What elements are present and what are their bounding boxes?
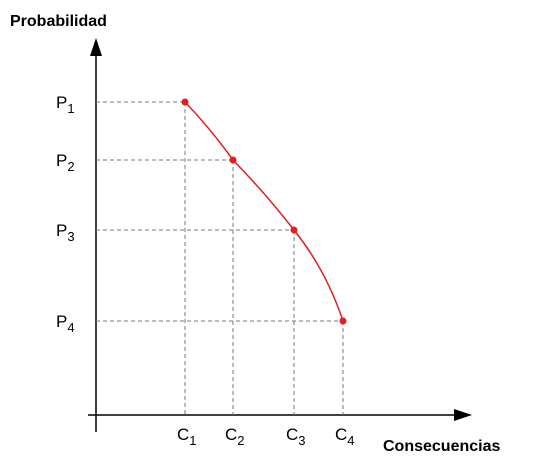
y-label: P3 (56, 221, 75, 244)
point (290, 226, 298, 234)
x-axis-label: Consecuencias (383, 438, 500, 455)
x-label: C1 (177, 425, 197, 448)
points (181, 98, 347, 325)
x-label: C2 (225, 425, 245, 448)
point (339, 317, 347, 325)
y-axis-label: Probabilidad (10, 13, 107, 30)
x-label: C3 (286, 425, 306, 448)
guides (96, 101, 344, 415)
point (229, 156, 237, 164)
x-label: C4 (335, 425, 355, 448)
x-arrow (454, 409, 472, 421)
y-label: P4 (56, 312, 75, 335)
y-label: P1 (56, 93, 75, 116)
curve (184, 101, 344, 322)
y-arrow (90, 38, 102, 56)
point (181, 98, 189, 106)
y-label: P2 (56, 151, 75, 174)
